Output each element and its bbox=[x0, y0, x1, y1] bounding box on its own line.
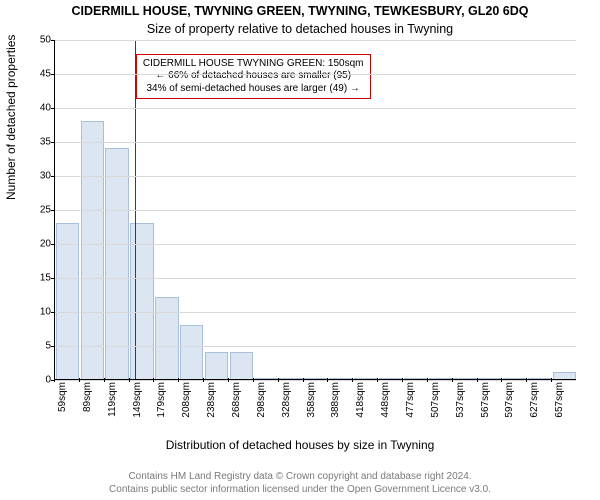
x-tick-label: 268sqm bbox=[231, 382, 242, 418]
x-tick-label: 448sqm bbox=[380, 382, 391, 418]
x-tick-label: 507sqm bbox=[430, 382, 441, 418]
histogram-bar bbox=[429, 378, 452, 379]
x-tick-mark bbox=[352, 378, 353, 382]
y-tick-mark bbox=[51, 108, 55, 109]
title-main: CIDERMILL HOUSE, TWYNING GREEN, TWYNING,… bbox=[0, 4, 600, 18]
x-tick-mark bbox=[54, 378, 55, 382]
footer-line: Contains HM Land Registry data © Crown c… bbox=[0, 471, 600, 484]
histogram-bar bbox=[279, 378, 302, 379]
y-tick-mark bbox=[51, 278, 55, 279]
histogram-bar bbox=[404, 378, 427, 379]
x-tick-label: 537sqm bbox=[455, 382, 466, 418]
annotation-line: 34% of semi-detached houses are larger (… bbox=[143, 83, 364, 96]
histogram-bar bbox=[453, 378, 476, 379]
histogram-bar bbox=[105, 148, 128, 379]
x-tick-mark bbox=[427, 378, 428, 382]
y-tick-mark bbox=[51, 74, 55, 75]
histogram-bar bbox=[81, 121, 104, 379]
gridline bbox=[55, 346, 576, 347]
x-tick-mark bbox=[477, 378, 478, 382]
y-tick-mark bbox=[51, 142, 55, 143]
x-tick-mark bbox=[153, 378, 154, 382]
histogram-bar bbox=[130, 223, 153, 379]
x-tick-mark bbox=[377, 378, 378, 382]
x-tick-group: 59sqm 89sqm 119sqm 149sqm 179sqm 208sqm 238sqm… bbox=[54, 382, 576, 434]
histogram-bar bbox=[553, 372, 576, 379]
annotation-line: CIDERMILL HOUSE TWYNING GREEN: 150sqm bbox=[143, 58, 364, 71]
histogram-bar bbox=[56, 223, 79, 379]
x-tick-mark bbox=[501, 378, 502, 382]
histogram-bar bbox=[180, 325, 203, 379]
x-tick-label: 328sqm bbox=[281, 382, 292, 418]
x-tick-label: 208sqm bbox=[181, 382, 192, 418]
x-tick-label: 567sqm bbox=[480, 382, 491, 418]
x-tick-mark bbox=[526, 378, 527, 382]
x-tick-label: 418sqm bbox=[355, 382, 366, 418]
x-tick-mark bbox=[79, 378, 80, 382]
x-tick-label: 657sqm bbox=[554, 382, 565, 418]
histogram-bar bbox=[230, 352, 253, 379]
histogram-bar bbox=[379, 378, 402, 379]
annotation-line: ← 66% of detached houses are smaller (95… bbox=[143, 70, 364, 83]
histogram-bar bbox=[478, 378, 501, 379]
x-tick-mark bbox=[178, 378, 179, 382]
x-tick-mark bbox=[327, 378, 328, 382]
gridline bbox=[55, 312, 576, 313]
x-tick-label: 59sqm bbox=[57, 382, 68, 412]
histogram-bar bbox=[354, 378, 377, 379]
y-tick-mark bbox=[51, 346, 55, 347]
x-tick-label: 388sqm bbox=[330, 382, 341, 418]
annotation-box: CIDERMILL HOUSE TWYNING GREEN: 150sqm ← … bbox=[136, 54, 371, 100]
x-tick-mark bbox=[104, 378, 105, 382]
x-tick-label: 179sqm bbox=[156, 382, 167, 418]
histogram-bar bbox=[205, 352, 228, 379]
histogram-bar bbox=[255, 378, 278, 379]
gridline bbox=[55, 176, 576, 177]
y-tick-mark bbox=[51, 176, 55, 177]
histogram-bar bbox=[503, 378, 526, 379]
y-tick-mark bbox=[51, 210, 55, 211]
gridline bbox=[55, 74, 576, 75]
x-tick-mark bbox=[452, 378, 453, 382]
histogram-bar bbox=[304, 378, 327, 379]
x-tick-mark bbox=[129, 378, 130, 382]
x-tick-label: 627sqm bbox=[529, 382, 540, 418]
histogram-bar bbox=[329, 378, 352, 379]
gridline bbox=[55, 108, 576, 109]
x-tick-label: 119sqm bbox=[107, 382, 118, 417]
gridline bbox=[55, 40, 576, 41]
x-tick-mark bbox=[228, 378, 229, 382]
y-tick-mark bbox=[51, 244, 55, 245]
histogram-bar bbox=[155, 297, 178, 379]
x-tick-label: 298sqm bbox=[256, 382, 267, 418]
x-tick-mark bbox=[551, 378, 552, 382]
footer-line: Contains public sector information licen… bbox=[0, 484, 600, 497]
x-tick-label: 597sqm bbox=[504, 382, 515, 418]
title-sub: Size of property relative to detached ho… bbox=[0, 22, 600, 36]
gridline bbox=[55, 278, 576, 279]
x-tick-mark bbox=[203, 378, 204, 382]
x-tick-label: 149sqm bbox=[132, 382, 143, 418]
x-tick-mark bbox=[303, 378, 304, 382]
x-tick-mark bbox=[402, 378, 403, 382]
y-tick-mark bbox=[51, 40, 55, 41]
x-tick-label: 477sqm bbox=[405, 382, 416, 418]
y-axis-label: Number of detached properties bbox=[4, 35, 18, 200]
x-axis-label: Distribution of detached houses by size … bbox=[0, 438, 600, 452]
histogram-bar bbox=[528, 378, 551, 379]
x-tick-mark bbox=[278, 378, 279, 382]
chart-container: CIDERMILL HOUSE, TWYNING GREEN, TWYNING,… bbox=[0, 0, 600, 500]
x-tick-label: 89sqm bbox=[82, 382, 93, 412]
gridline bbox=[55, 244, 576, 245]
footer-attribution: Contains HM Land Registry data © Crown c… bbox=[0, 471, 600, 496]
gridline bbox=[55, 142, 576, 143]
gridline bbox=[55, 210, 576, 211]
plot-area: CIDERMILL HOUSE TWYNING GREEN: 150sqm ← … bbox=[54, 40, 576, 380]
x-tick-label: 358sqm bbox=[306, 382, 317, 418]
x-tick-mark bbox=[253, 378, 254, 382]
y-tick-mark bbox=[51, 312, 55, 313]
gridline bbox=[55, 380, 576, 381]
x-tick-label: 238sqm bbox=[206, 382, 217, 418]
